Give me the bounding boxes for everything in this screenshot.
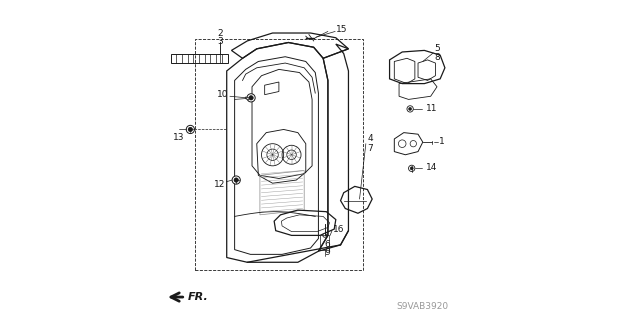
Circle shape [408, 165, 415, 172]
Circle shape [234, 178, 239, 182]
Text: 16: 16 [333, 225, 345, 234]
Text: 3: 3 [218, 37, 223, 46]
Text: 5: 5 [435, 44, 440, 53]
Text: 8: 8 [435, 53, 440, 62]
Text: 12: 12 [214, 180, 225, 189]
Circle shape [249, 96, 253, 100]
Circle shape [323, 234, 326, 237]
Text: 10: 10 [217, 90, 228, 99]
Circle shape [408, 107, 412, 110]
Text: 15: 15 [337, 25, 348, 34]
Circle shape [186, 125, 195, 134]
Text: 9: 9 [324, 248, 330, 257]
Circle shape [410, 167, 413, 170]
Text: 6: 6 [324, 241, 330, 249]
Text: 2: 2 [218, 29, 223, 38]
Text: 13: 13 [173, 133, 184, 142]
Circle shape [232, 176, 240, 184]
Text: 7: 7 [367, 144, 373, 153]
Text: 14: 14 [426, 163, 437, 172]
Text: S9VAB3920: S9VAB3920 [396, 302, 448, 311]
Text: 1: 1 [438, 137, 444, 146]
Circle shape [407, 106, 413, 112]
Circle shape [188, 127, 193, 132]
Text: 11: 11 [426, 104, 437, 113]
Circle shape [247, 94, 255, 102]
Polygon shape [246, 97, 249, 100]
Text: FR.: FR. [188, 292, 209, 302]
Text: 4: 4 [367, 134, 373, 144]
